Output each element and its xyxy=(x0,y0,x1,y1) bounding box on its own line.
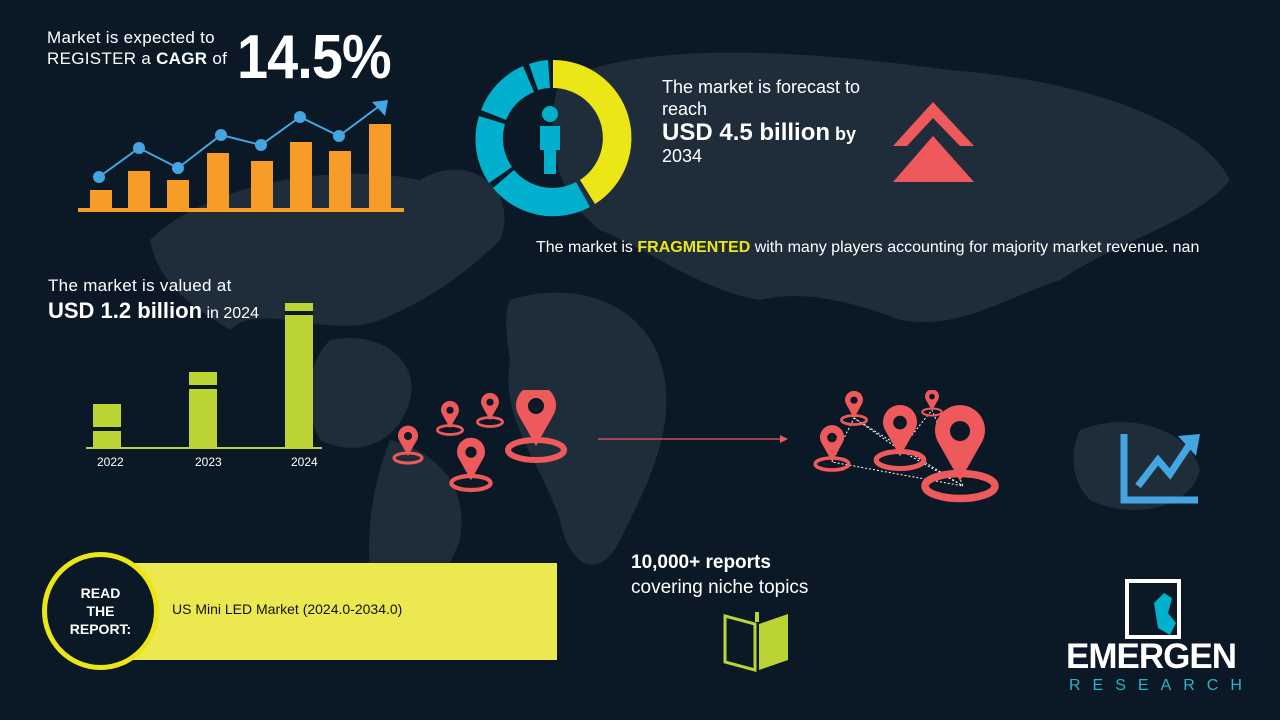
fragmented-suffix: with many players accounting for majorit… xyxy=(750,239,1200,256)
pin-icon xyxy=(876,405,924,469)
value-bar-chart xyxy=(86,303,322,449)
trend-up-icon xyxy=(1120,434,1200,504)
cagr-text: Market is expected to REGISTER a CAGR of xyxy=(47,27,227,69)
read-report-circle[interactable]: READ THE REPORT: xyxy=(42,552,159,670)
cagr-value: 14.5% xyxy=(237,23,392,92)
pin-icon xyxy=(436,399,464,436)
year-label-2024: 2024 xyxy=(291,455,318,469)
read-label: READ xyxy=(80,585,121,601)
pin-icon xyxy=(451,438,490,490)
valued-text: The market is valued at USD 1.2 billion … xyxy=(48,275,259,324)
report-label: REPORT: xyxy=(69,621,132,637)
cagr-line1: Market is expected to xyxy=(47,28,215,47)
reports-text: 10,000+ reports covering niche topics xyxy=(631,550,808,600)
forecast-by: by xyxy=(835,124,857,144)
pin-icon xyxy=(508,390,564,460)
forecast-value: USD 4.5 billion xyxy=(662,119,831,146)
growth-chart-icon xyxy=(78,100,404,212)
location-pins-network xyxy=(392,390,1020,510)
emergen-logo-mark xyxy=(1125,579,1181,639)
logo-name: EMERGEN xyxy=(1066,637,1237,676)
pin-icon xyxy=(921,390,943,417)
pin-icon xyxy=(392,424,424,465)
pin-icon xyxy=(813,423,851,472)
fragmented-highlight: FRAGMENTED xyxy=(637,239,751,256)
cagr-prefix: REGISTER a xyxy=(47,49,157,68)
forecast-line1: The market is forecast to reach xyxy=(662,77,861,119)
valued-suffix: in 2024 xyxy=(206,305,259,322)
reports-line1: 10,000+ reports xyxy=(631,552,771,573)
bar-2022 xyxy=(93,404,121,448)
valued-line1: The market is valued at xyxy=(48,276,232,295)
bar-2023 xyxy=(189,372,217,448)
donut-person-icon xyxy=(475,59,632,217)
double-chevron-up-icon xyxy=(893,102,974,182)
year-label-2023: 2023 xyxy=(195,455,222,469)
pin-icon xyxy=(476,391,504,428)
logo-sub: RESEARCH xyxy=(1069,677,1254,694)
valued-value: USD 1.2 billion xyxy=(48,298,203,323)
report-title-link[interactable]: US Mini LED Market (2024.0-2034.0) xyxy=(172,601,403,617)
fragmented-prefix: The market is xyxy=(536,239,638,256)
cagr-suffix: of xyxy=(207,49,228,68)
the-label: THE xyxy=(86,603,115,619)
open-book-icon xyxy=(723,612,788,672)
forecast-year: 2034 xyxy=(662,146,703,166)
bar-2024 xyxy=(285,303,313,448)
read-report-banner[interactable]: US Mini LED Market (2024.0-2034.0) xyxy=(102,563,557,660)
reports-line2: covering niche topics xyxy=(631,577,809,598)
fragmented-text: The market is FRAGMENTED with many playe… xyxy=(536,237,1236,258)
year-label-2022: 2022 xyxy=(97,455,124,469)
forecast-text: The market is forecast to reach USD 4.5 … xyxy=(662,76,902,167)
cagr-line2: REGISTER a CAGR of xyxy=(47,48,227,69)
pin-icon xyxy=(840,390,868,426)
cagr-bold: CAGR xyxy=(156,49,208,68)
